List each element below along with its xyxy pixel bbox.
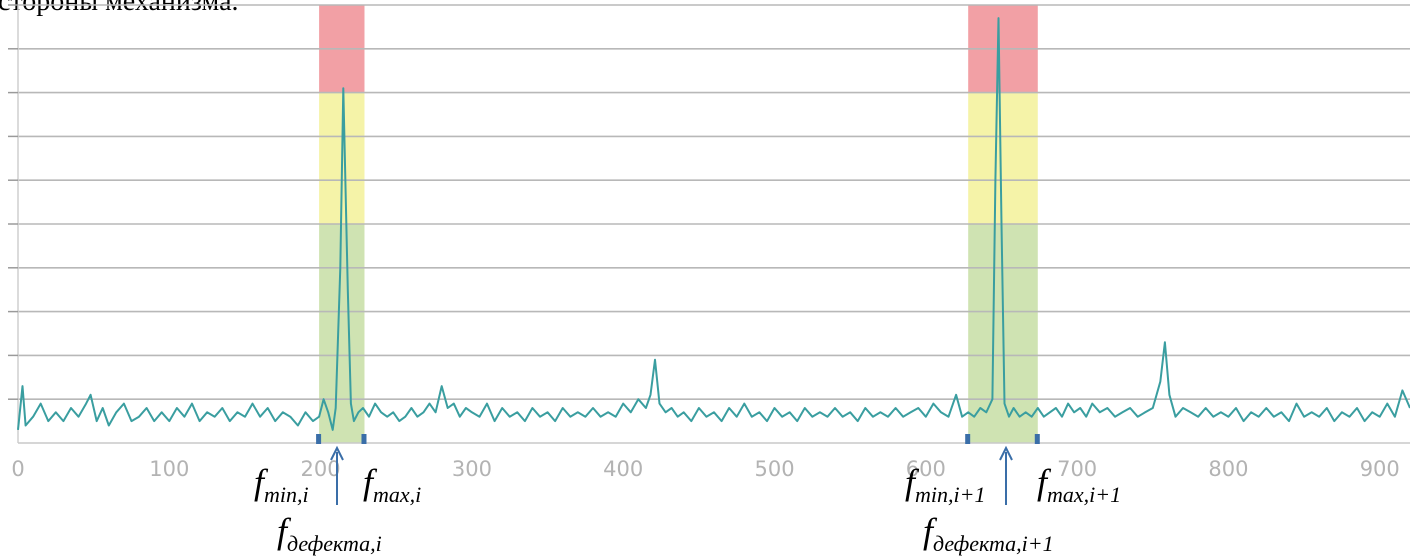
x-tick-label: 200 — [301, 457, 341, 481]
x-tick-label: 600 — [906, 457, 946, 481]
zone-2-yellow-band — [968, 92, 1038, 224]
band-marker — [965, 434, 971, 444]
x-tick-label: 400 — [603, 457, 643, 481]
x-tick-label: 800 — [1208, 457, 1248, 481]
grid-lines — [18, 4, 1410, 401]
band-marker — [361, 434, 367, 444]
label-fmax-i: fmax,i — [363, 462, 421, 507]
x-tick-label: 0 — [11, 457, 24, 481]
alarm-zones — [319, 5, 1038, 443]
label-fdefekta-i: fдефекта,i — [277, 511, 382, 556]
x-tick-label: 500 — [754, 457, 794, 481]
arrow-fdefekta-i1-head — [999, 445, 1013, 461]
arrow-fdefekta-i-head — [330, 445, 344, 461]
zone-1-green-band — [319, 224, 365, 443]
x-tick-labels: 0 100 200 300 400 500 600 700 800 900 — [11, 457, 1399, 481]
x-tick-label: 100 — [149, 457, 189, 481]
x-tick-label: 900 — [1360, 457, 1400, 481]
band-marker — [1034, 434, 1040, 444]
signal-series-line — [17, 17, 1410, 431]
x-tick-label: 700 — [1057, 457, 1097, 481]
x-tick-label: 300 — [452, 457, 492, 481]
band-marker — [316, 434, 322, 444]
band-boundary-markers — [316, 434, 1040, 444]
label-fdefekta-i1: fдефекта,i+1 — [923, 511, 1054, 556]
y-axis-ticks — [8, 4, 18, 400]
